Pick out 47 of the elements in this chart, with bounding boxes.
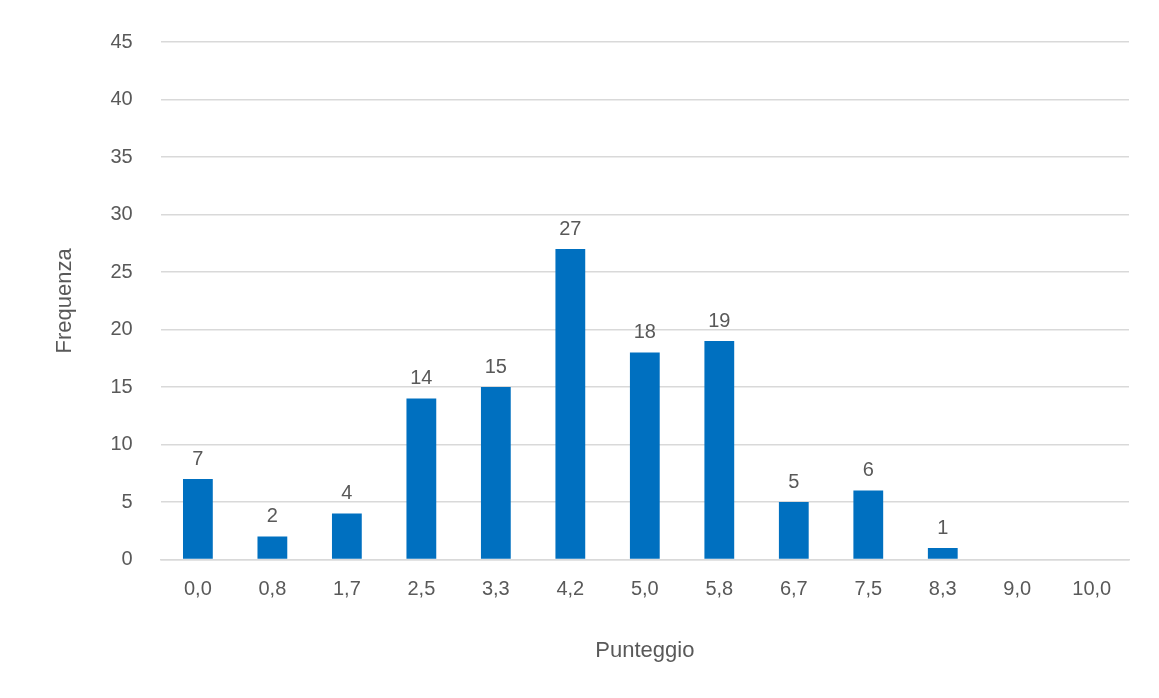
y-tick-label: 10 bbox=[110, 432, 133, 455]
y-tick-label: 35 bbox=[110, 144, 133, 167]
bar bbox=[182, 479, 213, 559]
x-tick-label: 4,2 bbox=[556, 577, 585, 600]
x-tick-label: 1,7 bbox=[332, 577, 361, 600]
data-label: 15 bbox=[484, 354, 507, 377]
x-tick-label: 8,3 bbox=[928, 577, 957, 600]
x-tick-label: 0,8 bbox=[258, 577, 287, 600]
y-tick-label: 45 bbox=[110, 29, 133, 52]
y-tick-label: 0 bbox=[121, 547, 133, 570]
data-label: 14 bbox=[410, 366, 433, 389]
x-tick-label: 5,0 bbox=[630, 577, 659, 600]
data-label: 6 bbox=[862, 458, 874, 481]
y-tick-label: 30 bbox=[110, 202, 133, 225]
data-label: 19 bbox=[708, 308, 731, 331]
x-tick-label: 7,5 bbox=[854, 577, 883, 600]
x-tick-label: 10,0 bbox=[1072, 577, 1112, 600]
bar bbox=[480, 387, 511, 559]
data-label: 2 bbox=[266, 504, 278, 527]
bar bbox=[257, 536, 288, 559]
data-label: 4 bbox=[341, 481, 353, 504]
bar bbox=[853, 490, 884, 559]
y-tick-label: 5 bbox=[121, 489, 133, 512]
data-label: 27 bbox=[559, 216, 582, 239]
x-tick-label: 3,3 bbox=[481, 577, 510, 600]
bar bbox=[927, 548, 958, 559]
x-tick-label: 2,5 bbox=[407, 577, 436, 600]
bar bbox=[704, 341, 735, 559]
data-label: 5 bbox=[788, 469, 800, 492]
x-axis-title: Punteggio bbox=[595, 636, 695, 662]
x-tick-label: 5,8 bbox=[705, 577, 734, 600]
bar bbox=[778, 502, 809, 559]
bar bbox=[331, 513, 362, 559]
bar bbox=[406, 398, 437, 559]
bar bbox=[555, 249, 586, 559]
y-tick-label: 15 bbox=[110, 374, 133, 397]
y-axis-title: Frequenza bbox=[51, 247, 77, 354]
x-tick-label: 6,7 bbox=[779, 577, 808, 600]
y-tick-label: 40 bbox=[110, 87, 133, 110]
data-label: 1 bbox=[937, 515, 949, 538]
y-tick-label: 25 bbox=[110, 259, 133, 282]
x-tick-label: 9,0 bbox=[1003, 577, 1032, 600]
data-label: 18 bbox=[633, 320, 656, 343]
data-label: 7 bbox=[192, 446, 204, 469]
bar bbox=[629, 352, 660, 559]
x-tick-label: 0,0 bbox=[183, 577, 212, 600]
y-tick-label: 20 bbox=[110, 317, 133, 340]
